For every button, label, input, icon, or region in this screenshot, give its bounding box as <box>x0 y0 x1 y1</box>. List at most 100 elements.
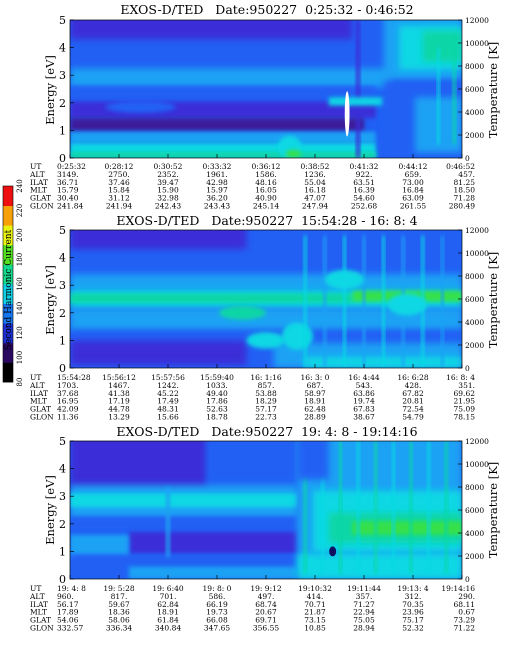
panel-3-orbit-table: UT 19: 4: 8 19: 5:28 19: 6:40 19: 8: 0 19: 9:… <box>29 584 475 633</box>
table-cell: 0:33:32 <box>203 162 232 171</box>
intensity-region <box>70 293 353 304</box>
panel-2-axes: 0 1 2 3 4 5 0 2000 4000 6000 8000 10000 12000 <box>59 224 489 375</box>
table-cell: 32.98 <box>157 194 179 203</box>
table-cell: 18.91 <box>157 608 178 617</box>
table-cell: 16: 8: 4 <box>446 373 475 382</box>
table-cell: 1236. <box>304 170 325 179</box>
intensity-spike <box>321 441 325 574</box>
table-cell: 18.50 <box>454 186 476 195</box>
colorbar-tick-label: 140 <box>16 302 24 315</box>
y-tick-label: 1 <box>59 334 66 347</box>
table-cell: 332.57 <box>57 624 83 633</box>
panel-2-y2label: Temperature [K] <box>486 252 500 349</box>
intensity-region <box>297 441 329 480</box>
panel-2-ylabel: Energy [eV] <box>43 265 57 335</box>
table-row-label: ALT <box>29 170 45 179</box>
table-cell: 414. <box>307 592 324 601</box>
table-cell: 0:28:12 <box>105 162 134 171</box>
intensity-region <box>70 493 298 508</box>
colorbar-tick-label: 220 <box>16 204 24 217</box>
table-cell: 543. <box>356 381 373 390</box>
panel-1-y2label: Temperature [K] <box>486 42 500 139</box>
intensity-spike <box>427 441 431 574</box>
table-cell: 19.73 <box>206 608 228 617</box>
table-cell: 17.89 <box>57 608 79 617</box>
table-cell: 16.18 <box>304 186 326 195</box>
y-tick-label: 5 <box>59 435 66 448</box>
y2-tick-label: 2000 <box>465 552 484 561</box>
table-cell: 1033. <box>206 381 227 390</box>
table-row-label: ALT <box>29 381 45 390</box>
y-tick-label: 5 <box>59 14 66 27</box>
intensity-region <box>297 554 462 579</box>
intensity-region <box>352 521 462 535</box>
y2-tick-label: 12000 <box>465 16 489 25</box>
colorbar-label: Second Harmonic Current <box>4 229 14 350</box>
table-cell: 61.84 <box>157 616 179 625</box>
intensity-region <box>70 230 247 250</box>
table-cell: 16.84 <box>402 186 424 195</box>
table-cell: 817. <box>111 592 128 601</box>
table-cell: 280.49 <box>449 202 475 211</box>
colorbar-swatch <box>3 205 13 226</box>
intensity-region <box>70 441 208 491</box>
table-cell: 586. <box>209 592 226 601</box>
table-cell: 687. <box>307 381 324 390</box>
table-row-label: MLT <box>30 186 47 195</box>
intensity-spike <box>409 441 413 574</box>
table-row-label: ILAT <box>30 389 48 398</box>
table-cell: 16: 1:16 <box>250 373 282 382</box>
table-cell: 1586. <box>255 170 276 179</box>
table-cell: 356.55 <box>253 624 279 633</box>
table-cell: 0:38:52 <box>301 162 330 171</box>
table-cell: 45.22 <box>157 389 179 398</box>
table-cell: 15.97 <box>206 186 228 195</box>
spectrogram-panel-1: EXOS-D/TED Date:950227 0:25:32 - 0:46:52… <box>29 2 500 211</box>
intensity-blob <box>105 100 176 114</box>
panel-2-title: EXOS-D/TED Date:950227 15:54:28 - 16: 8:… <box>116 213 417 228</box>
table-cell: 0:25:32 <box>57 162 86 171</box>
table-cell: 19: 6:40 <box>152 584 184 593</box>
intensity-blob <box>218 305 266 320</box>
table-cell: 18.78 <box>206 413 228 422</box>
table-cell: 701. <box>160 592 177 601</box>
table-cell: 16.95 <box>57 397 79 406</box>
y2-tick-label: 4000 <box>465 108 484 117</box>
table-cell: 16.39 <box>353 186 375 195</box>
table-cell: 0:36:12 <box>252 162 281 171</box>
table-cell: 55.04 <box>304 178 326 187</box>
table-cell: 312. <box>405 592 422 601</box>
table-cell: 290. <box>458 592 475 601</box>
colorbar-tick-label: 160 <box>16 277 24 290</box>
table-cell: 68.11 <box>454 600 475 609</box>
table-cell: 241.84 <box>57 202 83 211</box>
intensity-spike <box>362 235 366 368</box>
table-cell: 28.94 <box>353 624 375 633</box>
panel-1-ylabel: Energy [eV] <box>43 55 57 125</box>
table-cell: 457. <box>458 170 475 179</box>
table-cell: 19: 5:28 <box>103 584 135 593</box>
table-cell: 16: 3: 0 <box>301 373 330 382</box>
y-tick-label: 4 <box>59 463 66 476</box>
y-tick-label: 0 <box>59 152 66 165</box>
colorbar-swatch <box>3 342 13 363</box>
table-cell: 42.98 <box>206 178 228 187</box>
table-cell: 15.84 <box>108 186 130 195</box>
colorbar-ticks: 80 100 120 140 160 180 200 220 240 <box>16 179 24 386</box>
intensity-blob <box>324 270 364 290</box>
dark-spot <box>329 546 337 557</box>
table-cell: 39.47 <box>157 178 179 187</box>
y-tick-label: 1 <box>59 124 66 137</box>
table-cell: 73.15 <box>304 616 326 625</box>
y2-tick-label: 4000 <box>465 529 484 538</box>
table-cell: 69.62 <box>454 389 476 398</box>
y-tick-label: 2 <box>59 97 66 110</box>
intensity-blob <box>285 149 302 158</box>
table-cell: 247.94 <box>302 202 328 211</box>
table-cell: 1703. <box>57 381 78 390</box>
table-cell: 20.67 <box>255 608 277 617</box>
table-cell: 22.73 <box>255 413 277 422</box>
table-row-label: GLAT <box>30 194 51 203</box>
table-cell: 63.86 <box>353 389 375 398</box>
table-cell: 357. <box>356 592 373 601</box>
